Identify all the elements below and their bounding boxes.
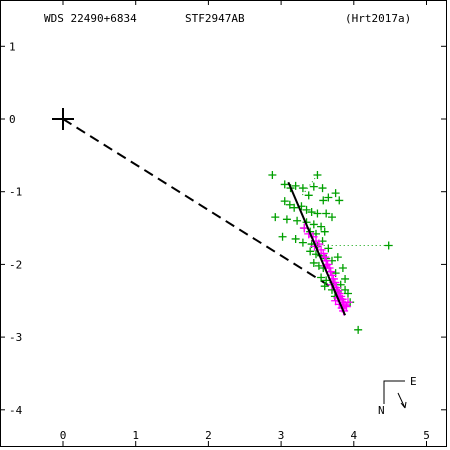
y-tick-label: -1	[9, 186, 22, 199]
observation-magenta	[314, 239, 324, 249]
x-tick-label: 0	[60, 429, 67, 442]
observation-green	[322, 276, 331, 285]
observation-green	[306, 247, 315, 256]
observation-green	[341, 274, 350, 283]
y-tick-label: -4	[9, 404, 23, 417]
observation-green	[343, 289, 352, 298]
observation-green	[338, 264, 347, 273]
connector-segment	[62, 118, 334, 290]
observation-green	[314, 261, 323, 270]
x-tick-label: 2	[205, 429, 212, 442]
compass-motion-arrow-icon	[397, 392, 407, 409]
reference-title: (Hrt2017a)	[345, 12, 411, 25]
observation-green	[271, 213, 280, 222]
observation-green	[298, 184, 307, 193]
observation-green	[302, 205, 311, 214]
early-observations	[268, 170, 393, 334]
observation-green	[333, 253, 342, 262]
observation-green	[335, 196, 344, 205]
observation-green	[324, 244, 333, 253]
primary-star-cross	[52, 108, 74, 130]
observation-green	[317, 222, 326, 231]
observation-green	[285, 200, 294, 209]
y-tick-label: 0	[9, 113, 16, 126]
x-tick-label: 4	[350, 429, 357, 442]
compass-east-label: E	[410, 375, 417, 388]
observation-green	[320, 282, 329, 291]
fitted-arc-line	[287, 181, 346, 316]
y-tick-label: 1	[9, 40, 16, 53]
observation-magenta	[343, 297, 353, 307]
pair-title: STF2947AB	[185, 12, 245, 25]
system-title: WDS 22490+6834	[44, 12, 137, 25]
observation-green	[318, 184, 327, 193]
observation-green	[320, 227, 329, 236]
observation-green	[304, 191, 313, 200]
observation-green	[327, 213, 336, 222]
connector-line	[62, 118, 334, 290]
observation-green	[291, 181, 300, 190]
observation-green	[313, 170, 322, 179]
compass-north-label: N	[378, 404, 385, 417]
fitted-arc	[287, 181, 346, 316]
y-tick-label: -3	[9, 331, 22, 344]
compass: E N	[378, 375, 417, 417]
observation-green	[331, 189, 340, 198]
observation-green	[282, 215, 291, 224]
primary-star-marker	[52, 108, 74, 130]
observation-green	[324, 193, 333, 202]
observation-green	[309, 258, 318, 267]
observation-green	[293, 216, 302, 225]
observation-green	[309, 220, 318, 229]
residual-link	[301, 174, 318, 196]
observation-green	[280, 180, 289, 189]
observation-green	[317, 273, 326, 282]
observation-green	[280, 197, 289, 206]
observation-green	[384, 241, 393, 250]
observation-green	[290, 203, 299, 212]
y-tick-label: -2	[9, 258, 22, 271]
observation-green	[322, 209, 331, 218]
observation-green	[278, 232, 287, 241]
observation-green	[268, 170, 277, 179]
observation-green	[309, 182, 318, 191]
residual-links	[301, 174, 389, 246]
x-tick-label: 5	[423, 429, 430, 442]
observation-green	[313, 209, 322, 218]
compass-axes	[383, 380, 405, 404]
x-tick-label: 3	[278, 429, 285, 442]
x-tick-label: 1	[132, 429, 139, 442]
observation-green	[307, 208, 316, 217]
observation-green	[354, 325, 363, 334]
observation-green	[298, 238, 307, 247]
observation-green	[319, 196, 328, 205]
observation-green	[291, 234, 300, 243]
